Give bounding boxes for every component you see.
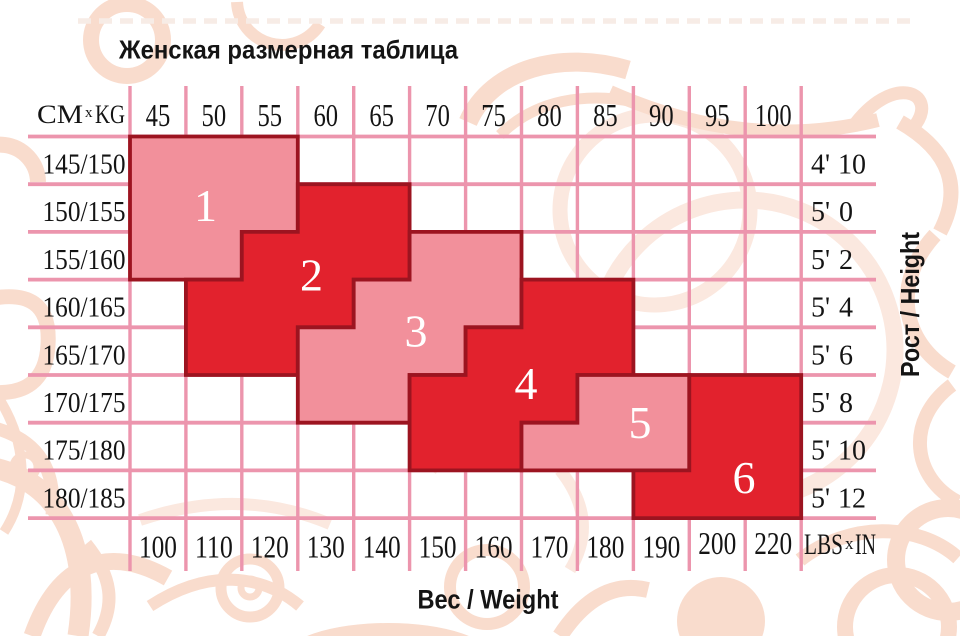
svg-text:5: 5 <box>629 397 652 448</box>
svg-text:5': 5' <box>811 388 830 419</box>
svg-text:70: 70 <box>425 98 450 133</box>
svg-text:110: 110 <box>195 529 233 565</box>
svg-text:170: 170 <box>530 529 568 565</box>
svg-text:4: 4 <box>839 293 853 324</box>
svg-text:1: 1 <box>194 180 217 231</box>
svg-text:100: 100 <box>755 98 792 133</box>
svg-text:150: 150 <box>419 529 457 565</box>
svg-text:5': 5' <box>811 483 830 514</box>
svg-text:Женская размерная таблица: Женская размерная таблица <box>118 35 458 65</box>
svg-text:5': 5' <box>811 197 830 228</box>
svg-text:45: 45 <box>146 98 171 133</box>
svg-text:170/175: 170/175 <box>43 387 126 419</box>
svg-text:5': 5' <box>811 293 830 324</box>
svg-text:190: 190 <box>642 529 680 565</box>
svg-text:Вес / Weight: Вес / Weight <box>418 585 559 615</box>
svg-text:200: 200 <box>698 525 736 561</box>
svg-text:4': 4' <box>811 150 830 181</box>
svg-text:6: 6 <box>733 452 756 503</box>
svg-text:LBS: LBS <box>804 528 843 561</box>
svg-text:5': 5' <box>811 436 830 467</box>
svg-text:5': 5' <box>811 340 830 371</box>
svg-text:75: 75 <box>481 98 506 133</box>
svg-text:6: 6 <box>839 340 853 371</box>
svg-text:x: x <box>845 534 854 553</box>
svg-text:160: 160 <box>475 529 513 565</box>
svg-text:10: 10 <box>838 436 866 467</box>
svg-text:IN: IN <box>855 528 876 561</box>
svg-text:180/185: 180/185 <box>43 482 126 514</box>
svg-text:3: 3 <box>405 306 428 357</box>
svg-text:KG: KG <box>95 100 125 129</box>
svg-text:4: 4 <box>515 358 538 409</box>
svg-text:65: 65 <box>369 98 394 133</box>
svg-text:160/165: 160/165 <box>43 292 126 324</box>
svg-text:150/155: 150/155 <box>43 196 126 228</box>
svg-text:80: 80 <box>537 98 562 133</box>
svg-text:55: 55 <box>258 98 283 133</box>
svg-text:8: 8 <box>839 388 853 419</box>
svg-text:155/160: 155/160 <box>43 244 126 276</box>
svg-text:130: 130 <box>307 529 345 565</box>
svg-text:Рост / Height: Рост / Height <box>895 232 925 377</box>
svg-text:x: x <box>85 105 93 121</box>
svg-text:180: 180 <box>586 529 624 565</box>
svg-text:12: 12 <box>838 483 866 514</box>
svg-text:60: 60 <box>313 98 338 133</box>
svg-text:0: 0 <box>839 197 853 228</box>
svg-text:5': 5' <box>811 245 830 276</box>
svg-text:165/170: 165/170 <box>43 339 126 371</box>
svg-text:90: 90 <box>649 98 674 133</box>
svg-text:CM: CM <box>37 100 83 129</box>
svg-text:95: 95 <box>705 98 730 133</box>
svg-text:10: 10 <box>838 150 866 181</box>
svg-text:145/150: 145/150 <box>43 149 126 181</box>
svg-text:120: 120 <box>251 529 289 565</box>
svg-text:100: 100 <box>139 529 177 565</box>
svg-text:175/180: 175/180 <box>43 435 126 467</box>
svg-text:2: 2 <box>300 250 323 301</box>
svg-text:50: 50 <box>202 98 227 133</box>
svg-text:85: 85 <box>593 98 618 133</box>
svg-text:140: 140 <box>363 529 401 565</box>
svg-text:220: 220 <box>754 525 792 561</box>
svg-text:2: 2 <box>839 245 853 276</box>
